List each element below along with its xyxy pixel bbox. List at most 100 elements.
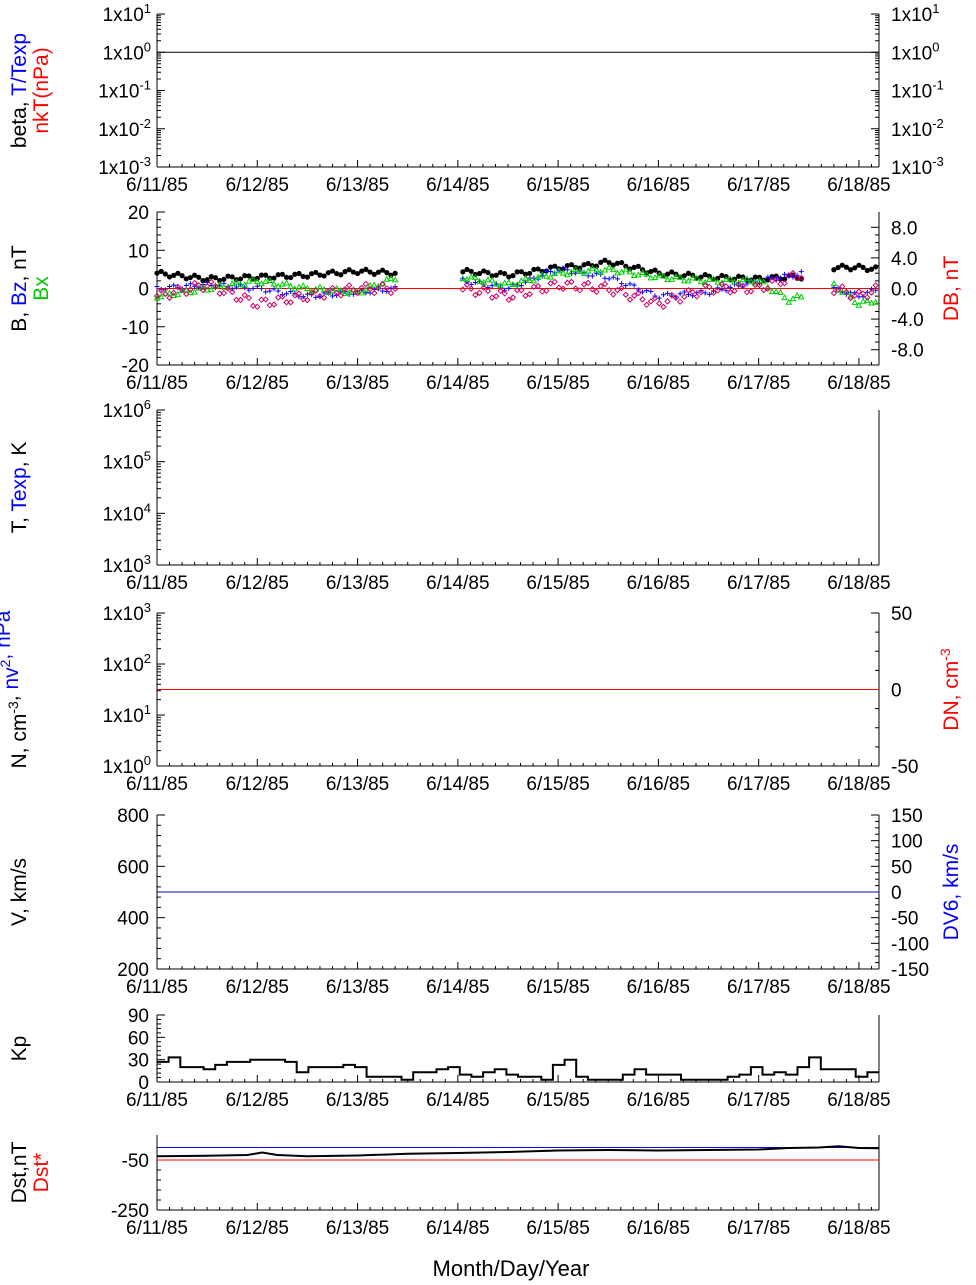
b-point — [229, 274, 235, 280]
x-tick-label: 6/12/85 — [226, 573, 289, 594]
bx-point — [543, 272, 550, 279]
bz-point — [719, 286, 725, 292]
db-point — [830, 289, 838, 297]
y-tick-label: 90 — [128, 1006, 149, 1027]
bx-point — [559, 269, 567, 276]
y2-tick-label: -50 — [891, 909, 918, 930]
bx-point — [726, 275, 734, 282]
bz-point — [698, 288, 704, 294]
bz-point — [258, 286, 264, 292]
bz-point — [271, 286, 277, 292]
bx-point — [358, 289, 366, 296]
b-point — [175, 270, 181, 276]
y-axis-label: beta, T/Texp — [8, 33, 31, 148]
db-point — [747, 288, 755, 295]
b-point — [392, 270, 398, 276]
db-point — [191, 279, 198, 287]
b-point — [346, 267, 352, 273]
x-tick-label: 6/18/85 — [827, 977, 890, 998]
bz-point — [640, 289, 646, 295]
bx-point — [191, 288, 198, 295]
x-tick-label: 6/12/85 — [226, 1090, 289, 1111]
db-point — [630, 292, 638, 299]
y2-tick-label: 0 — [891, 883, 902, 904]
db-point — [178, 286, 186, 293]
db-point — [660, 303, 667, 311]
b-point — [835, 264, 841, 271]
db-point — [643, 301, 650, 309]
panel-t: 6/11/85 6/12/85 6/13/85 6/14/85 6/15/85 6/16/… — [8, 397, 891, 594]
b-point — [380, 267, 386, 273]
db-point — [689, 288, 696, 296]
db-point — [697, 289, 705, 296]
db-point — [735, 281, 742, 288]
db-point — [295, 290, 303, 297]
x-tick-label: 6/17/85 — [727, 774, 790, 795]
db-point — [366, 285, 374, 293]
db-point — [183, 290, 190, 298]
db-point — [513, 287, 521, 294]
db-point — [291, 292, 299, 299]
b-point — [698, 274, 704, 280]
db-point — [501, 290, 508, 297]
db-point — [270, 301, 278, 308]
db-point — [664, 298, 671, 305]
db-point — [710, 289, 717, 296]
bz-point — [631, 282, 637, 288]
bx-point — [170, 291, 178, 298]
bx-point — [278, 280, 286, 287]
bx-point — [706, 275, 713, 282]
bx-point — [207, 286, 215, 293]
x-tick-label: 6/12/85 — [226, 977, 289, 998]
db-point — [743, 288, 751, 296]
b-point — [225, 273, 231, 279]
bx-point — [304, 284, 311, 292]
bz-point — [623, 282, 629, 288]
b-point — [350, 269, 356, 275]
db-point — [798, 274, 805, 282]
db-point — [195, 282, 202, 289]
x-tick-label: 6/15/85 — [526, 175, 589, 196]
b-point — [158, 268, 164, 274]
b-point — [497, 269, 504, 276]
bz-point — [329, 293, 335, 299]
bx-point — [195, 284, 203, 291]
bx-point — [555, 267, 563, 274]
db-point — [714, 287, 721, 294]
x-tick-label: 6/16/85 — [627, 977, 690, 998]
bx-point — [287, 282, 295, 289]
bx-point — [655, 271, 663, 278]
y2-axis-label: DN, cm-3 — [937, 648, 963, 731]
y-tick-label: -50 — [122, 1151, 149, 1172]
b-point — [342, 269, 348, 275]
b-point — [502, 271, 508, 277]
bx-point — [668, 275, 676, 282]
db-point — [312, 287, 319, 295]
b-point — [354, 270, 361, 277]
db-point — [153, 292, 161, 300]
bx-point — [785, 298, 793, 305]
bx-point — [589, 264, 596, 271]
db-point — [785, 272, 792, 279]
bx-point — [366, 281, 374, 288]
b-point — [652, 267, 658, 273]
x-tick-label: 6/18/85 — [827, 1090, 890, 1111]
b-point — [263, 272, 269, 278]
db-point — [526, 290, 533, 298]
y-tick-label: 1x101 — [103, 1, 151, 26]
bz-point — [614, 276, 620, 282]
b-point — [564, 262, 570, 269]
db-point — [593, 288, 600, 296]
db-point — [320, 294, 328, 301]
y-tick-label: 400 — [117, 909, 149, 930]
db-point — [170, 289, 177, 296]
b-point — [719, 272, 725, 279]
x-tick-label: 6/11/85 — [126, 175, 188, 196]
db-point — [203, 282, 211, 290]
bx-point — [270, 280, 278, 287]
db-point — [647, 298, 655, 305]
bx-point — [362, 286, 370, 293]
bx-point — [859, 297, 867, 304]
y-axis-label: Kp — [8, 1036, 31, 1062]
